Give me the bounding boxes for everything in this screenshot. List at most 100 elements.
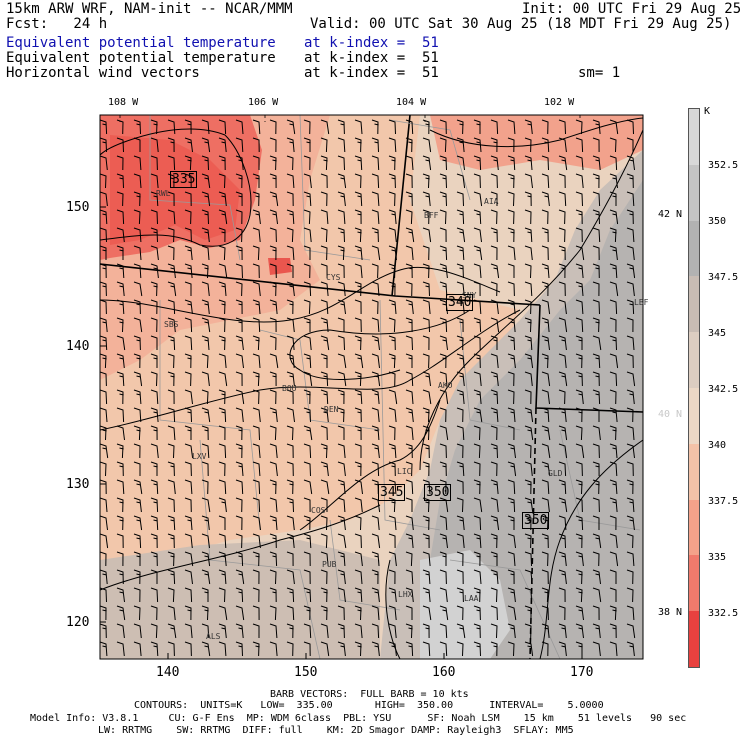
wind-barb [133,623,142,639]
wind-barb [252,119,261,135]
wind-barb [524,497,534,513]
wind-barb [252,641,260,657]
y-tick-140: 140 [66,339,90,354]
wind-barb [201,533,210,549]
wind-barb [201,605,209,621]
wind-barb [490,461,498,477]
colorbar-segment [689,611,699,667]
wind-barb [626,155,635,171]
wind-barb [490,497,499,513]
wind-barb [337,263,345,279]
wind-barb [626,317,634,333]
wind-barb [558,353,567,369]
wind-barb [235,173,243,189]
wind-barb [354,335,362,351]
wind-barb [201,281,210,297]
wind-barb [626,461,634,477]
wind-barb [167,227,175,243]
wind-barb [133,497,142,513]
wind-barb [201,299,210,315]
wind-barb [116,515,124,531]
wind-barb [269,389,277,405]
wind-barb [116,173,124,189]
wind-barb [320,335,330,351]
wind-barb [235,587,244,603]
wind-barb [575,623,584,639]
wind-barb [133,173,142,189]
wind-barb [422,371,431,387]
wind-barb [405,155,414,171]
wind-barb [100,263,107,279]
wind-barb [541,515,549,531]
wind-barb [524,425,534,441]
colorbar-segment [689,555,699,612]
wind-barb [388,587,397,603]
wind-barb [116,623,125,639]
colorbar-segment [689,443,699,500]
wind-barb [388,191,396,207]
wind-barb [303,533,312,549]
wind-barb [150,533,158,549]
wind-barb [100,209,108,225]
wind-barb [201,137,211,153]
wind-barb [422,209,430,225]
wind-barb [456,497,464,513]
wind-barb [371,191,380,207]
wind-barb [592,407,600,422]
wind-barb [218,119,227,135]
wind-barb [490,569,499,585]
wind-barb [303,461,311,477]
wind-barb [269,191,279,207]
wind-barb [303,353,312,369]
wind-barb [269,245,277,261]
wind-barb [592,173,600,189]
wind-barb [473,263,482,279]
wind-barb [490,443,498,459]
wind-barb [354,587,363,603]
wind-barb [286,335,295,351]
wind-barb [286,371,295,387]
wind-barb [218,227,226,243]
wind-barb [490,299,499,315]
wind-barb [286,299,294,315]
wind-barb [422,245,430,261]
wind-barb [473,137,482,153]
wind-barb [609,533,618,549]
wind-barb [575,227,583,243]
wind-barb [507,155,516,171]
wind-barb [235,227,243,243]
wind-barb [626,245,635,261]
wind-barb [354,479,363,495]
wind-barb [558,515,567,531]
wind-barb [371,641,380,657]
wind-barb [558,209,566,225]
wind-barb [320,245,328,261]
field-2-level: at k-index = 51 [304,50,439,66]
wind-barb [184,371,192,387]
wind-barb [201,407,211,423]
wind-barb [184,263,193,279]
wind-barb [524,209,532,225]
wind-barb [235,137,244,153]
wind-barb [100,623,107,639]
colorbar-level-342-5: 342.5 [708,384,739,395]
wind-barb [626,137,634,152]
wind-barb [269,497,278,513]
wind-barb [218,407,227,423]
wind-barb [405,587,414,603]
contour-label-350-b: 350 [522,512,550,529]
wind-barb [439,551,447,566]
wind-barb [286,317,295,333]
wind-barb [354,263,363,279]
wind-barb [320,299,329,315]
wind-barb [337,299,346,315]
wind-barb [100,173,107,189]
wind-barb [167,443,175,459]
wind-barb [303,191,312,207]
wind-barb [541,479,550,495]
wind-barb [490,155,499,171]
wind-barb [456,227,466,243]
wind-barb [371,407,380,423]
wind-barb [371,623,380,639]
wind-barb [286,569,295,585]
